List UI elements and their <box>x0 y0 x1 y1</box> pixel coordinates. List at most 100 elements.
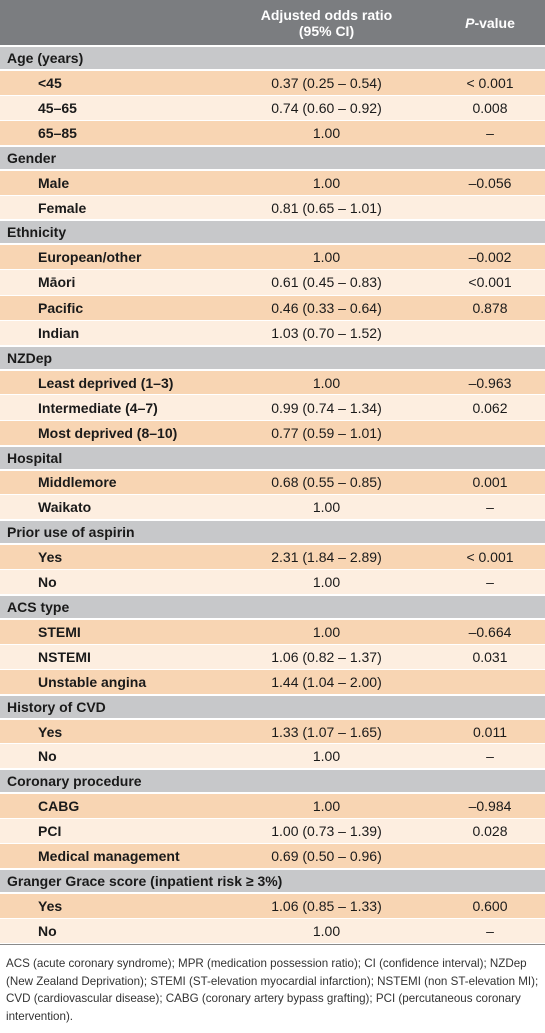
section-title: Hospital <box>0 444 545 471</box>
row-odds-ratio: 1.00 <box>218 494 435 521</box>
row-label: Female <box>0 195 218 221</box>
table-row: Waikato 1.00– <box>0 494 545 521</box>
table-row: Medical management 0.69 (0.50 – 0.96) <box>0 843 545 870</box>
row-odds-ratio: 1.06 (0.85 – 1.33) <box>218 893 435 919</box>
row-label: Yes <box>0 718 218 745</box>
row-label: STEMI <box>0 618 218 645</box>
row-p-value: < 0.001 <box>435 544 545 570</box>
section-row: Age (years) <box>0 45 545 71</box>
row-label: Māori <box>0 269 218 296</box>
row-p-value: 0.031 <box>435 644 545 670</box>
table-row: No 1.00– <box>0 918 545 945</box>
row-label: NSTEMI <box>0 644 218 670</box>
section-title: Gender <box>0 144 545 171</box>
row-label: 45–65 <box>0 95 218 122</box>
table-row: Yes 1.33 (1.07 – 1.65) 0.011 <box>0 718 545 745</box>
row-p-value: – <box>435 918 545 945</box>
table-header-row: Adjusted odds ratio (95% CI) P-value <box>0 0 545 46</box>
table-row: Intermediate (4–7) 0.99 (0.74 – 1.34) 0.06… <box>0 394 545 421</box>
header-odds-ratio-line2: (95% CI) <box>298 22 355 39</box>
row-label: Most deprived (8–10) <box>0 420 218 447</box>
section-row: Prior use of aspirin <box>0 519 545 546</box>
table-footnote: ACS (acute coronary syndrome); MPR (medi… <box>0 944 545 1025</box>
section-title: Coronary procedure <box>0 768 545 795</box>
row-p-value <box>435 843 545 870</box>
row-odds-ratio: 2.31 (1.84 – 2.89) <box>218 544 435 570</box>
header-variable <box>0 0 218 46</box>
row-label: Pacific <box>0 295 218 321</box>
table-row: Most deprived (8–10) 0.77 (0.59 – 1.01) <box>0 420 545 447</box>
row-label: Intermediate (4–7) <box>0 394 218 421</box>
table-row: NSTEMI 1.06 (0.82 – 1.37) 0.031 <box>0 644 545 670</box>
row-p-value: < 0.001 <box>435 70 545 96</box>
row-label: No <box>0 918 218 945</box>
row-p-value <box>435 195 545 221</box>
row-odds-ratio: 1.00 <box>218 793 435 820</box>
header-p-rest: -value <box>474 14 515 31</box>
row-label: Yes <box>0 544 218 570</box>
table-row: 45–65 0.74 (0.60 – 0.92) 0.008 <box>0 95 545 122</box>
row-p-value: 0.062 <box>435 394 545 421</box>
section-title: History of CVD <box>0 693 545 720</box>
row-label: No <box>0 743 218 770</box>
row-p-value <box>435 320 545 347</box>
table-row: Unstable angina 1.44 (1.04 – 2.00) <box>0 669 545 696</box>
row-odds-ratio: 0.37 (0.25 – 0.54) <box>218 70 435 96</box>
row-p-value: –0.963 <box>435 369 545 396</box>
row-p-value: – <box>435 743 545 770</box>
row-p-value: –0.984 <box>435 793 545 820</box>
row-p-value: – <box>435 494 545 521</box>
section-title: Age (years) <box>0 45 545 71</box>
row-odds-ratio: 0.74 (0.60 – 0.92) <box>218 95 435 122</box>
table-row: Pacific 0.46 (0.33 – 0.64) 0.878 <box>0 295 545 321</box>
row-label: Unstable angina <box>0 669 218 696</box>
row-odds-ratio: 1.00 <box>218 169 435 196</box>
table-row: Male 1.00 –0.056 <box>0 169 545 196</box>
row-odds-ratio: 1.00 <box>218 918 435 945</box>
section-title: NZDep <box>0 344 545 371</box>
section-title: Prior use of aspirin <box>0 519 545 546</box>
row-label: Waikato <box>0 494 218 521</box>
section-row: History of CVD <box>0 693 545 720</box>
row-label: Yes <box>0 893 218 919</box>
row-p-value: <0.001 <box>435 269 545 296</box>
table-row: Female 0.81 (0.65 – 1.01) <box>0 195 545 221</box>
row-odds-ratio: 1.00 <box>218 618 435 645</box>
table-row: Indian 1.03 (0.70 – 1.52) <box>0 320 545 347</box>
row-p-value: 0.001 <box>435 469 545 496</box>
table-row: STEMI 1.00 –0.664 <box>0 618 545 645</box>
row-p-value <box>435 420 545 447</box>
header-odds-ratio: Adjusted odds ratio (95% CI) <box>218 0 435 46</box>
header-p-italic: P <box>465 14 475 31</box>
table-row: Yes 2.31 (1.84 – 2.89) < 0.001 <box>0 544 545 570</box>
row-odds-ratio: 1.00 <box>218 120 435 147</box>
table-row: No 1.00– <box>0 743 545 770</box>
row-odds-ratio: 0.68 (0.55 – 0.85) <box>218 469 435 496</box>
row-odds-ratio: 1.03 (0.70 – 1.52) <box>218 320 435 347</box>
row-odds-ratio: 1.00 <box>218 369 435 396</box>
row-label: European/other <box>0 244 218 271</box>
section-row: ACS type <box>0 593 545 620</box>
row-p-value: 0.878 <box>435 295 545 321</box>
row-odds-ratio: 0.77 (0.59 – 1.01) <box>218 420 435 447</box>
section-row: Granger Grace score (inpatient risk ≥ 3%… <box>0 868 545 895</box>
section-title: Granger Grace score (inpatient risk ≥ 3%… <box>0 868 545 895</box>
row-p-value: –0.002 <box>435 244 545 271</box>
section-row: Gender <box>0 144 545 171</box>
row-odds-ratio: 0.99 (0.74 – 1.34) <box>218 394 435 421</box>
row-p-value: 0.028 <box>435 818 545 845</box>
row-p-value: 0.011 <box>435 718 545 745</box>
section-row: Hospital <box>0 444 545 471</box>
table-row: <45 0.37 (0.25 – 0.54) < 0.001 <box>0 70 545 96</box>
table-row: European/other 1.00 –0.002 <box>0 244 545 271</box>
row-odds-ratio: 1.06 (0.82 – 1.37) <box>218 644 435 670</box>
row-p-value: 0.600 <box>435 893 545 919</box>
section-title: Ethnicity <box>0 219 545 246</box>
table-row: Yes 1.06 (0.85 – 1.33) 0.600 <box>0 893 545 919</box>
row-label: Least deprived (1–3) <box>0 369 218 396</box>
row-odds-ratio: 1.33 (1.07 – 1.65) <box>218 718 435 745</box>
section-row: Ethnicity <box>0 219 545 246</box>
section-row: Coronary procedure <box>0 768 545 795</box>
table-row: No 1.00– <box>0 569 545 596</box>
table-row: Māori 0.61 (0.45 – 0.83) <0.001 <box>0 269 545 296</box>
